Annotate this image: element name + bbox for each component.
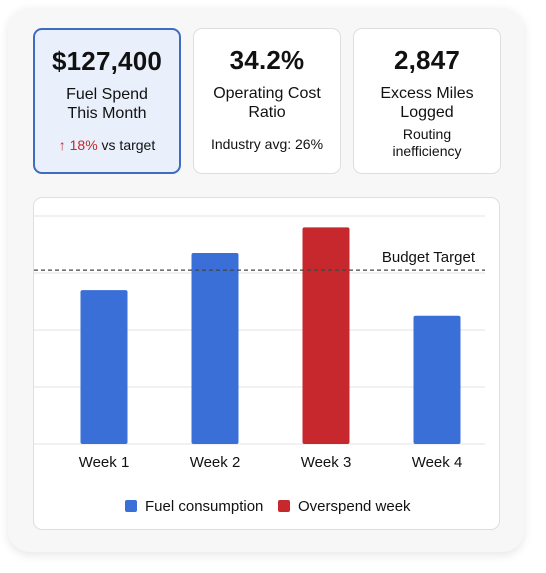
- kpi-label-line: Operating Cost: [213, 85, 321, 102]
- kpi-label-line: This Month: [67, 105, 147, 122]
- x-axis-tick-labels: Week 1 Week 2 Week 3 Week 4: [79, 454, 463, 471]
- kpi-label: Fuel Spend This Month: [39, 85, 175, 123]
- kpi-value: 2,847: [393, 45, 461, 75]
- kpi-note-text: vs target: [97, 137, 156, 153]
- bar-week-2[interactable]: [191, 253, 239, 444]
- trend-up-icon: ↑: [58, 137, 66, 153]
- x-tick-label: Week 3: [301, 454, 352, 471]
- kpi-value: $127,400: [51, 46, 163, 76]
- fuel-bar-chart: Budget Target Week 1 Week 2 Week 3 Week 4 F…: [34, 215, 485, 515]
- x-tick-label: Week 1: [79, 454, 130, 471]
- chart-card: Budget Target Week 1 Week 2 Week 3 Week 4 F…: [33, 197, 500, 530]
- kpi-note: Routing inefficiency: [358, 126, 496, 160]
- kpi-note: ↑ 18% vs target: [39, 137, 175, 154]
- kpi-note-text: inefficiency: [392, 143, 462, 159]
- x-tick-label: Week 2: [190, 454, 241, 471]
- bar-week-1[interactable]: [80, 290, 128, 444]
- chart-legend: Fuel consumption Overspend week: [125, 498, 411, 515]
- kpi-label-line: Ratio: [248, 104, 286, 121]
- legend-label-overspend: Overspend week: [298, 498, 411, 515]
- kpi-note-text: Routing: [402, 126, 452, 142]
- kpi-card-excess-miles[interactable]: 2,847 Excess Miles Logged Routing ineffi…: [353, 28, 501, 174]
- kpi-label: Excess Miles Logged: [358, 84, 496, 122]
- legend-swatch-fuel: [125, 500, 137, 512]
- kpi-label: Operating Cost Ratio: [198, 84, 336, 122]
- kpi-note-text: Industry avg: 26%: [210, 136, 324, 152]
- chart-bars: [80, 227, 461, 444]
- kpi-card-operating-cost[interactable]: 34.2% Operating Cost Ratio Industry avg:…: [193, 28, 341, 174]
- bar-week-4[interactable]: [413, 315, 461, 444]
- legend-label-fuel: Fuel consumption: [145, 498, 263, 515]
- kpi-note: Industry avg: 26%: [198, 136, 336, 153]
- kpi-label-line: Logged: [400, 104, 454, 121]
- bar-week-3[interactable]: [302, 227, 350, 444]
- x-tick-label: Week 4: [412, 454, 463, 471]
- budget-target-label: Budget Target: [382, 249, 476, 266]
- legend-swatch-overspend: [278, 500, 290, 512]
- kpi-value: 34.2%: [229, 45, 305, 75]
- kpi-card-fuel-spend[interactable]: $127,400 Fuel Spend This Month ↑ 18% vs …: [33, 28, 181, 174]
- kpi-delta: 18%: [69, 137, 98, 153]
- kpi-label-line: Excess Miles: [380, 85, 474, 102]
- kpi-label-line: Fuel Spend: [66, 86, 148, 103]
